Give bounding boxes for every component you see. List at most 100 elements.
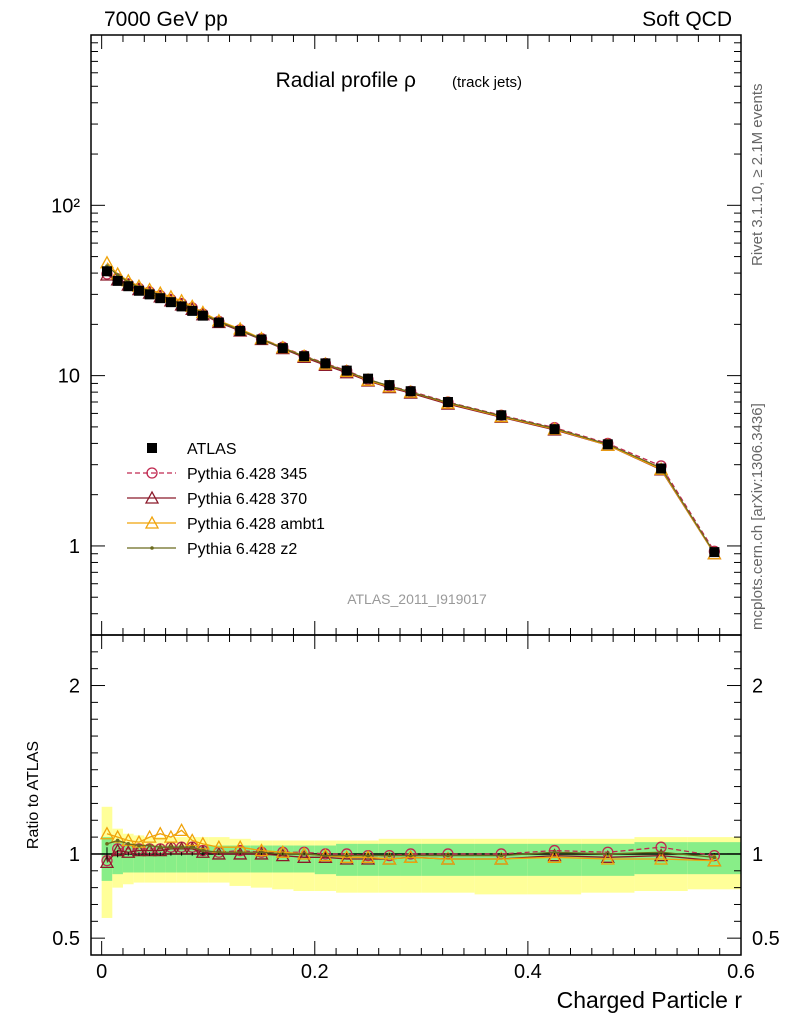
ratio-point-pythia-6-428-ambt1	[163, 829, 179, 843]
ratio-point-pythia-6-428-370	[339, 851, 354, 865]
ratio-point-pythia-6-428-ambt1	[174, 823, 189, 837]
ratio-point-pythia-6-428-370	[360, 851, 376, 865]
data-point-atlas	[602, 439, 613, 450]
data-point-atlas	[709, 547, 720, 558]
ratio-plot-frame	[90, 634, 742, 956]
ratio-point-pythia-6-428-z2	[126, 842, 131, 846]
inner-band-bin	[112, 842, 123, 875]
inner-band-bin	[133, 843, 145, 873]
x-tick-label: 0.2	[301, 961, 329, 983]
ratio-point-pythia-6-428-370	[600, 849, 615, 863]
ratio-point-pythia-6-428-z2	[552, 850, 557, 855]
ratio-point-pythia-6-428-z2	[115, 838, 120, 843]
ratio-point-pythia-6-428-z2	[323, 853, 328, 858]
legend-label-pythia-6-428-ambt1: Pythia 6.428 ambt1	[187, 516, 325, 533]
ratio-point-pythia-6-428-370	[254, 846, 269, 860]
ratio-point-pythia-6-428-ambt1	[707, 853, 722, 867]
ratio-point-pythia-6-428-ambt1	[99, 826, 115, 840]
x-axis-label: Charged Particle r	[557, 987, 743, 1013]
ratio-point-pythia-6-428-z2	[169, 845, 173, 850]
ratio-point-pythia-6-428-z2	[238, 850, 242, 855]
x-tick-label: 0.4	[514, 961, 542, 983]
legend-label-pythia-6-428-345: Pythia 6.428 345	[187, 466, 307, 483]
ratio-point-pythia-6-428-370	[275, 848, 290, 862]
ratio-y-tick-label-right: 2	[752, 676, 763, 698]
inner-band-bin	[400, 843, 422, 876]
ratio-point-pythia-6-428-ambt1	[440, 851, 456, 865]
ratio-point-pythia-6-428-z2	[217, 850, 221, 855]
ratio-point-pythia-6-428-ambt1	[254, 843, 269, 857]
chart-title: Radial profile ρ	[276, 69, 416, 92]
ratio-point-pythia-6-428-370	[653, 848, 669, 862]
legend-label-atlas: ATLAS	[187, 441, 237, 458]
legend: ATLAS Pythia 6.428 345 Pythia 6.428 370 Pyt…	[127, 441, 325, 558]
ratio-point-pythia-6-428-z2	[366, 853, 370, 858]
data-point-atlas	[549, 424, 560, 435]
legend-label-pythia-6-428-z2: Pythia 6.428 z2	[187, 541, 297, 558]
ratio-point-pythia-6-428-z2	[712, 855, 717, 860]
ratio-point-pythia-6-428-z2	[147, 843, 152, 848]
ratio-point-pythia-6-428-ambt1	[339, 849, 354, 863]
data-point-atlas	[176, 301, 187, 312]
data-point-atlas	[213, 317, 224, 328]
ratio-point-pythia-6-428-370	[195, 844, 210, 858]
data-point-atlas	[197, 310, 208, 321]
ratio-point-pythia-6-428-z2	[137, 843, 141, 848]
ratio-point-pythia-6-428-z2	[179, 845, 184, 850]
chart-subtitle: (track jets)	[452, 74, 522, 91]
inner-band-bin	[336, 843, 358, 876]
data-point-atlas	[155, 293, 166, 304]
inner-band-bin	[165, 845, 177, 873]
ratio-axis-label: Ratio to ATLAS	[25, 741, 42, 849]
y-tick-label: 10	[58, 366, 80, 388]
ratio-point-pythia-6-428-z2	[446, 853, 450, 858]
inner-band-bin	[144, 845, 155, 873]
inner-band-bin	[176, 845, 187, 873]
data-point-atlas	[363, 373, 374, 384]
ratio-point-pythia-6-428-z2	[105, 842, 109, 846]
legend-marker-pythia-6-428-345	[146, 467, 158, 479]
data-point-atlas	[101, 266, 112, 277]
ratio-point-pythia-6-428-ambt1	[275, 844, 290, 858]
ratio-point-pythia-6-428-z2	[408, 853, 413, 858]
x-tick-label: 0	[96, 961, 107, 983]
ratio-point-pythia-6-428-ambt1	[403, 849, 418, 863]
ratio-point-pythia-6-428-370	[233, 846, 248, 860]
inner-band-bin	[357, 843, 379, 876]
ratio-point-pythia-6-428-z2	[190, 845, 195, 850]
ratio-point-pythia-6-428-370	[211, 846, 226, 860]
data-point-atlas	[320, 358, 331, 369]
ratio-point-pythia-6-428-z2	[659, 850, 663, 855]
axes-frame	[90, 34, 742, 956]
legend-marker-pythia-6-428-370	[144, 490, 160, 504]
ratio-y-tick-label-right: 0.5	[752, 928, 780, 950]
inner-band-bin	[154, 845, 166, 873]
data-point-atlas	[277, 343, 288, 354]
ratio-point-pythia-6-428-370	[121, 844, 136, 858]
legend-marker-pythia-6-428-ambt1	[144, 515, 160, 529]
ratio-point-pythia-6-428-z2	[259, 850, 264, 855]
legend-marker-pythia-6-428-z2	[150, 546, 154, 550]
ratio-point-pythia-6-428-ambt1	[494, 851, 509, 865]
data-point-atlas	[235, 325, 246, 336]
x-tick-label: 0.6	[727, 961, 755, 983]
header-category: Soft QCD	[642, 8, 732, 31]
ratio-point-pythia-6-428-ambt1	[382, 851, 397, 865]
ratio-y-tick-label: 1	[69, 844, 80, 866]
data-point-atlas	[256, 334, 267, 345]
ratio-point-pythia-6-428-z2	[387, 853, 392, 858]
data-point-atlas	[656, 463, 667, 474]
data-point-atlas	[384, 380, 395, 391]
data-point-atlas	[133, 285, 144, 296]
ratio-point-pythia-6-428-370	[297, 849, 312, 863]
analysis-id-label: ATLAS_2011_I919017	[347, 591, 487, 607]
data-point-atlas	[442, 397, 453, 408]
inner-band-bin	[122, 843, 134, 873]
inner-band-bin	[186, 845, 198, 873]
chart-text: 0 0.2 0.4 0.6 1 10 10² 0.5 0.5 1 1 2 2 Radial profile…	[25, 69, 780, 1013]
ratio-point-pythia-6-428-ambt1	[653, 851, 669, 865]
data-point-atlas	[112, 275, 123, 286]
ratio-point-pythia-6-428-ambt1	[547, 849, 562, 863]
ratio-point-pythia-6-428-ambt1	[360, 849, 376, 863]
